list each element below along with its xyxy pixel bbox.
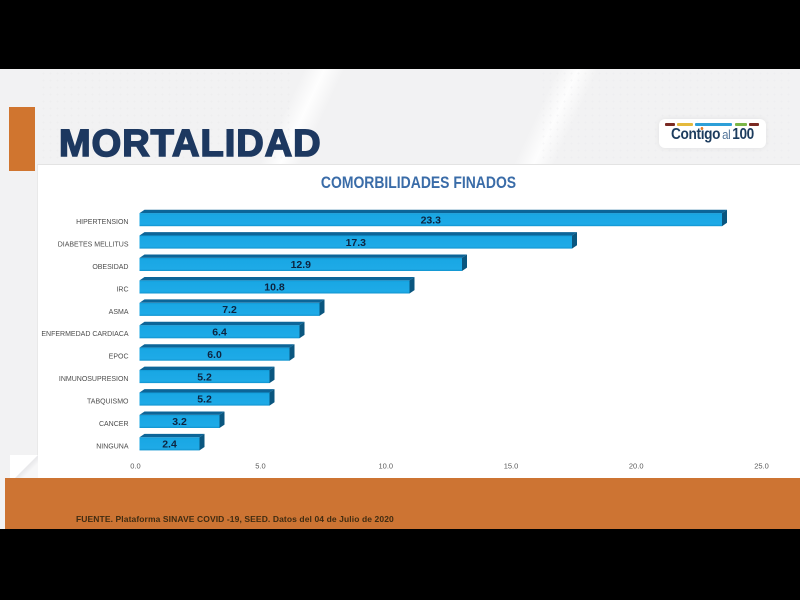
svg-text:17.3: 17.3	[346, 237, 367, 249]
svg-text:3.2: 3.2	[172, 416, 187, 428]
svg-text:7.2: 7.2	[222, 304, 237, 316]
svg-text:10.0: 10.0	[378, 462, 393, 471]
svg-text:INMUNOSUPRESION: INMUNOSUPRESION	[59, 376, 129, 383]
svg-text:2.4: 2.4	[162, 439, 177, 451]
svg-text:20.0: 20.0	[629, 462, 644, 471]
svg-text:5.2: 5.2	[197, 394, 212, 406]
svg-text:DIABETES MELLITUS: DIABETES MELLITUS	[58, 242, 129, 249]
svg-text:6.4: 6.4	[212, 326, 227, 338]
svg-text:10.8: 10.8	[264, 282, 285, 294]
svg-text:OBESIDAD: OBESIDAD	[92, 264, 128, 271]
svg-text:5.0: 5.0	[255, 462, 265, 471]
svg-text:ASMA: ASMA	[109, 309, 129, 316]
svg-text:12.9: 12.9	[291, 259, 312, 271]
svg-text:TABQUISMO: TABQUISMO	[87, 399, 129, 406]
svg-text:25.0: 25.0	[754, 462, 769, 471]
svg-text:23.3: 23.3	[421, 214, 442, 226]
svg-text:15.0: 15.0	[504, 462, 519, 471]
svg-text:IRC: IRC	[116, 286, 128, 293]
svg-text:ENFERMEDAD CARDIACA: ENFERMEDAD CARDIACA	[41, 331, 128, 338]
svg-text:0.0: 0.0	[130, 462, 140, 471]
svg-text:EPOC: EPOC	[109, 354, 129, 361]
svg-text:HIPERTENSION: HIPERTENSION	[76, 219, 128, 226]
svg-text:CANCER: CANCER	[99, 421, 129, 428]
svg-text:NINGUNA: NINGUNA	[96, 443, 129, 450]
svg-text:6.0: 6.0	[207, 349, 222, 361]
svg-text:5.2: 5.2	[197, 371, 212, 383]
